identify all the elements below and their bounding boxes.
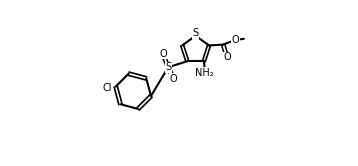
Text: NH₂: NH₂ xyxy=(195,68,214,78)
Text: O: O xyxy=(232,35,240,45)
Text: Cl: Cl xyxy=(102,83,112,93)
Text: O: O xyxy=(169,74,177,84)
Text: S: S xyxy=(165,62,171,72)
Text: O: O xyxy=(223,52,231,62)
Text: S: S xyxy=(193,28,199,38)
Text: O: O xyxy=(159,49,167,59)
